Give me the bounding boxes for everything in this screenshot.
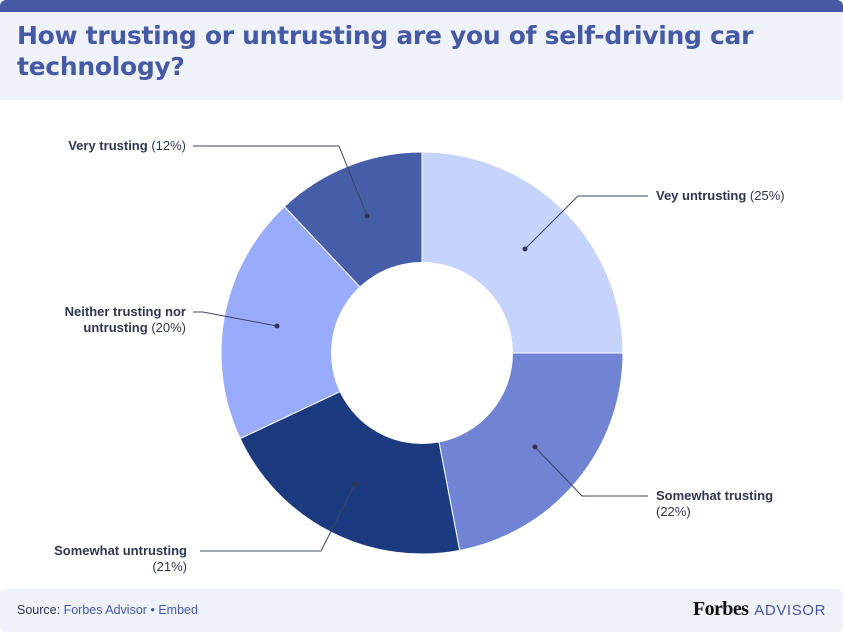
embed-link[interactable]: Embed (158, 603, 198, 617)
leader-line-somewhat-untrusting (200, 483, 356, 552)
label-very-untrusting: Vey untrusting (25%) (656, 188, 785, 203)
label-very-trusting: Very trusting (12%) (68, 138, 186, 153)
donut-slice-neither-trusting-nor-untrusting (220, 205, 423, 440)
leader-lines (193, 145, 648, 552)
leader-line-very-trusting (193, 145, 368, 217)
source-line: Source: Forbes Advisor • Embed (17, 603, 198, 617)
top-accent-bar (0, 0, 843, 12)
label-neither: Neither trusting nor untrusting (20%) (64, 304, 186, 335)
header (0, 12, 843, 100)
leader-dots (274, 213, 538, 487)
leader-line-very-untrusting (524, 195, 648, 250)
label-somewhat-trusting: Somewhat trusting (22%) (656, 488, 774, 519)
forbes-advisor-logo[interactable]: Forbes ADVISOR (693, 598, 826, 620)
leader-line-neither (193, 311, 278, 327)
label-somewhat-untrusting: Somewhat untrusting (21%) (54, 543, 187, 574)
leader-line-somewhat-trusting (534, 446, 648, 497)
source-link[interactable]: Forbes Advisor (63, 603, 147, 617)
page-title: How trusting or untrusting are you of se… (17, 21, 754, 81)
footer: Source: Forbes Advisor • Embed Forbes AD… (0, 589, 843, 632)
donut-hole (331, 262, 513, 444)
